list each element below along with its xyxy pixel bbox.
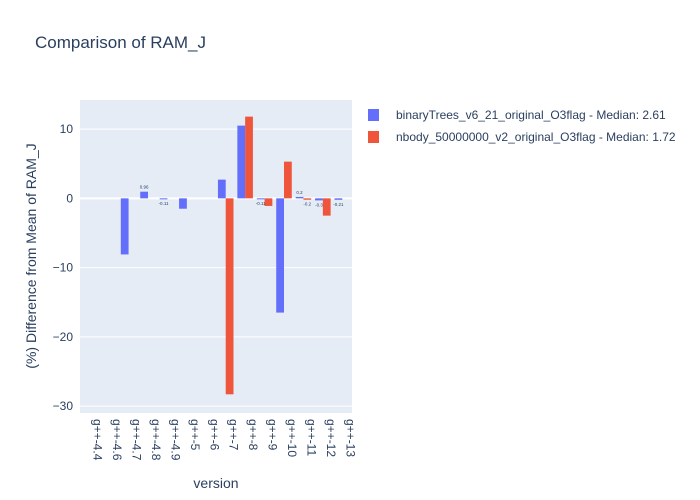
data-label: 0.96: [140, 185, 149, 190]
x-tick-label: g++-4.8: [149, 419, 163, 461]
y-tick-label: −30: [53, 399, 74, 413]
bar-binarytrees-g++-10[interactable]: [276, 198, 284, 313]
bar-nbody-g++-7[interactable]: [225, 198, 234, 395]
plot-background: [80, 100, 352, 413]
x-tick-label: g++-9: [266, 419, 280, 451]
y-tick-label: 0: [66, 191, 73, 205]
x-tick-label: g++-6: [207, 419, 221, 451]
x-axis-title: version: [193, 475, 238, 491]
x-tick-label: g++-5: [188, 419, 202, 451]
bar-binarytrees-g++-5[interactable]: [179, 198, 187, 209]
y-axis-title: (%) Difference from Mean of RAM_J: [23, 143, 39, 368]
bar-binarytrees-g++-12[interactable]: [315, 198, 323, 201]
legend-label-nbody: nbody_50000000_v2_original_O3flag - Medi…: [396, 130, 676, 144]
data-label: -0.3: [315, 202, 323, 207]
x-tick-label: g++-4.7: [130, 419, 144, 461]
data-labels: 0.96 -0.11 -0.11 0.2 -0.2 -0.3 -0.21: [140, 185, 344, 208]
x-tick-label: g++-4.6: [110, 419, 124, 461]
x-tick-label: g++-4.4: [91, 419, 105, 461]
x-tick-label: g++-12: [324, 419, 338, 457]
x-tick-label: g++-8: [246, 419, 260, 451]
bar-nbody-g++-10[interactable]: [284, 161, 292, 199]
bar-nbody-g++-8[interactable]: [245, 116, 253, 199]
x-tick-label: g++-11: [304, 419, 318, 456]
x-tick-label: g++-7: [227, 419, 241, 451]
legend-item-nbody[interactable]: nbody_50000000_v2_original_O3flag - Medi…: [368, 126, 676, 148]
bar-binarytrees-g++-8[interactable]: [237, 125, 246, 199]
data-label: -0.21: [333, 202, 344, 207]
data-label: -0.2: [303, 202, 311, 207]
y-axis-ticks: 10 0 −10 −20 −30: [53, 122, 74, 413]
y-tick-label: −20: [53, 330, 74, 344]
x-tick-label: g++-10: [285, 419, 299, 457]
bar-nbody-g++-11[interactable]: [303, 198, 312, 200]
legend-swatch-nbody: [368, 131, 379, 143]
bar-binarytrees-g++-13[interactable]: [334, 198, 343, 200]
bar-binarytrees-g++-4.9[interactable]: [159, 198, 168, 200]
grid-lines: [80, 128, 352, 407]
chart-title: Comparison of RAM_J: [35, 33, 207, 52]
legend[interactable]: binaryTrees_v6_21_original_O3flag - Medi…: [368, 104, 676, 148]
bar-binarytrees-g++-9[interactable]: [256, 198, 265, 200]
legend-label-binarytrees: binaryTrees_v6_21_original_O3flag - Medi…: [396, 108, 666, 122]
bar-binarytrees-g++-7[interactable]: [217, 179, 226, 199]
x-axis-ticks: g++-4.4 g++-4.6 g++-4.7 g++-4.8 g++-4.9 g++-5…: [91, 419, 358, 461]
data-label: -0.11: [256, 201, 266, 206]
x-tick-label: g++-4.9: [168, 419, 182, 461]
y-tick-label: −10: [53, 261, 74, 275]
bar-binarytrees-g++-4.8[interactable]: [140, 191, 148, 199]
legend-item-binarytrees[interactable]: binaryTrees_v6_21_original_O3flag - Medi…: [368, 104, 676, 126]
bar-binarytrees-g++-11[interactable]: [295, 196, 304, 199]
bar-nbody-g++-12[interactable]: [322, 198, 331, 216]
bar-binarytrees-g++-4.7[interactable]: [120, 198, 129, 255]
bars[interactable]: [120, 116, 343, 395]
legend-swatch-binarytrees: [368, 109, 379, 121]
y-tick-label: 10: [60, 122, 74, 136]
x-tick-label: g++-13: [343, 419, 357, 457]
bar-nbody-g++-9[interactable]: [264, 198, 273, 206]
data-label: -0.11: [159, 201, 169, 206]
data-label: 0.2: [296, 190, 303, 195]
